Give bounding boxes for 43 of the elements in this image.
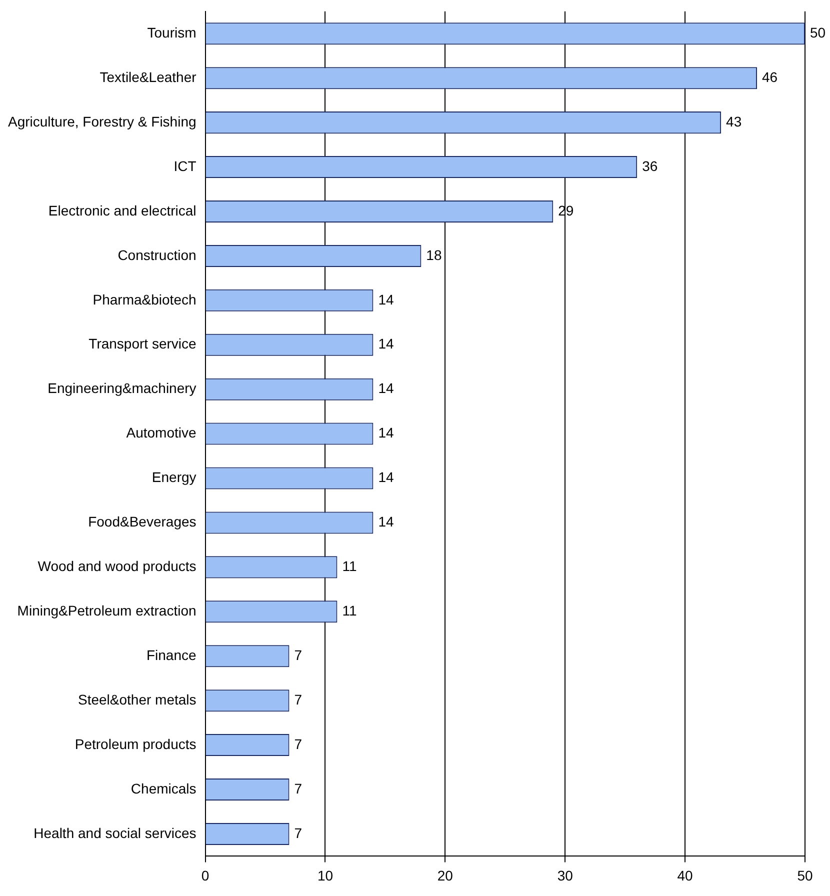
y-tick-label: Wood and wood products — [38, 558, 196, 574]
x-tick-label: 40 — [677, 867, 694, 884]
data-label: 18 — [426, 246, 442, 263]
y-tick-label: Chemicals — [130, 780, 196, 796]
y-tick-label: Textile&Leather — [100, 68, 197, 85]
data-label: 14 — [378, 469, 394, 486]
y-tick-label: Engineering&machinery — [48, 380, 196, 396]
y-tick-label: Petroleum products — [74, 736, 196, 752]
y-tick-label: Electronic and electrical — [48, 202, 196, 218]
x-tick-label: 10 — [317, 867, 334, 884]
data-label: 43 — [726, 113, 742, 130]
y-tick-label: Transport service — [88, 336, 196, 352]
data-label: 50 — [810, 24, 826, 40]
y-tick-label: Mining&Petroleum extraction — [17, 602, 196, 619]
data-label: 46 — [762, 68, 778, 85]
y-tick-label: Steel&other metals — [78, 691, 196, 708]
data-label: 11 — [342, 602, 357, 619]
x-tick-label: 20 — [437, 867, 454, 884]
y-tick-label: Health and social services — [34, 824, 196, 841]
y-tick-label: Automotive — [126, 424, 196, 441]
y-tick-label: Agriculture, Forestry & Fishing — [8, 113, 196, 130]
data-label: 11 — [342, 558, 357, 574]
data-label: 14 — [378, 380, 394, 396]
x-tick-label: 50 — [797, 867, 813, 884]
y-tick-label: Construction — [118, 246, 196, 263]
data-label: 7 — [294, 646, 302, 663]
y-tick-label: Finance — [146, 646, 196, 663]
y-tick-label: Tourism — [147, 24, 196, 40]
data-label: 7 — [294, 736, 302, 752]
data-label: 7 — [294, 691, 302, 708]
data-label: 14 — [378, 514, 394, 530]
y-tick-label: ICT — [174, 158, 197, 174]
y-tick-label: Energy — [152, 469, 196, 486]
y-tick-label: Food&Beverages — [88, 514, 196, 530]
data-label: 14 — [378, 336, 394, 352]
x-tick-label: 0 — [201, 867, 210, 884]
x-tick-label: 30 — [557, 867, 574, 884]
data-label: 7 — [294, 824, 302, 841]
y-tick-label: Pharma&biotech — [92, 291, 196, 308]
data-label: 7 — [294, 780, 302, 796]
data-label: 14 — [378, 424, 394, 441]
data-label: 14 — [378, 291, 394, 308]
data-label: 36 — [642, 158, 658, 174]
